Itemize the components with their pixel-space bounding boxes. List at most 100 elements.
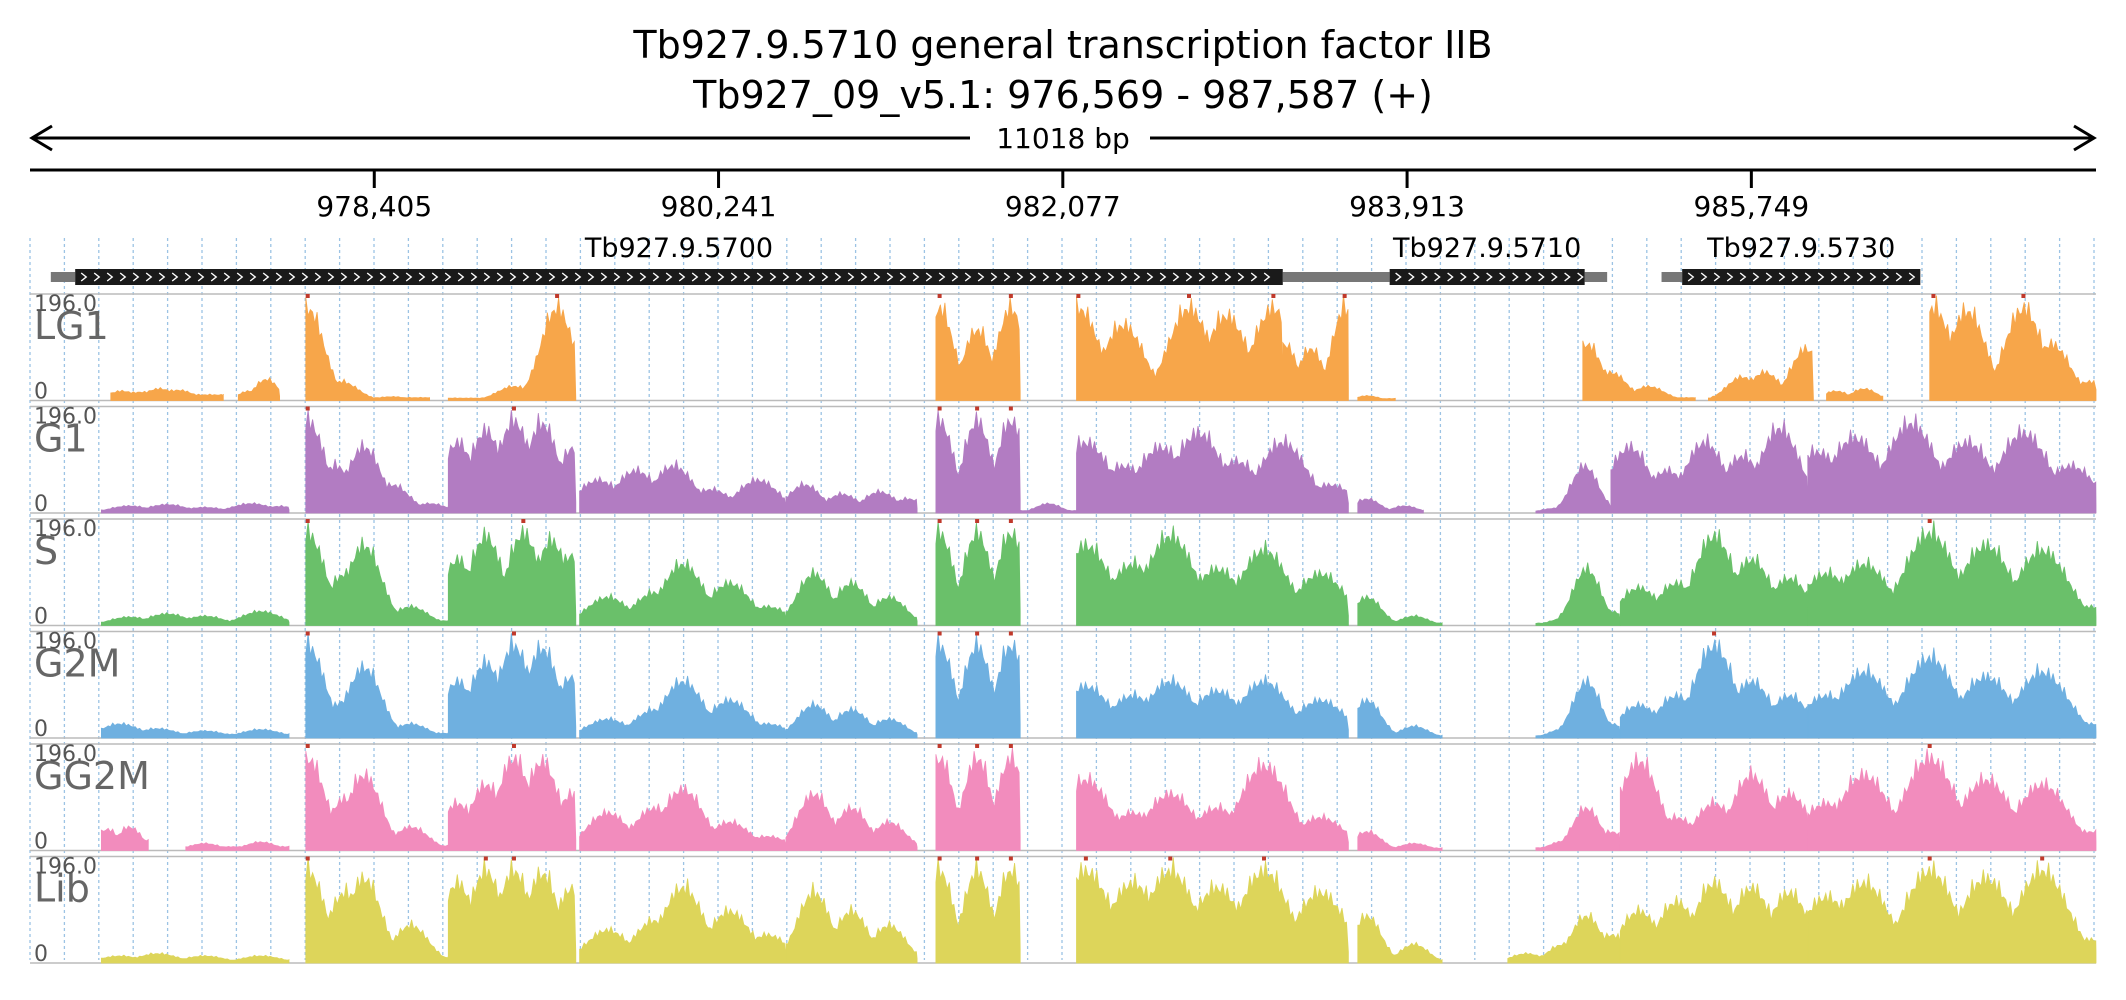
track-0-segment-9 xyxy=(1708,344,1814,401)
track-0-clip-marker-6-2 xyxy=(1342,294,1347,298)
track-0-clip-marker-5-0 xyxy=(1076,294,1081,298)
track-0-segment-1 xyxy=(237,376,280,401)
track-4-clip-marker-3-2 xyxy=(511,744,516,748)
track-3-clip-marker-9-2 xyxy=(1712,631,1717,636)
track-5-segment-6 xyxy=(1076,857,1349,964)
track-5-segment-1 xyxy=(305,857,449,964)
coverage-tracks: LG1196.00G1196.00S196.00G2M196.00GG2M196… xyxy=(30,292,2097,967)
gene-0-utr3 xyxy=(1282,272,1390,282)
track-3-segment-7 xyxy=(1357,696,1443,739)
track-ymin-label-4: 0 xyxy=(34,830,48,855)
track-3-segment-8 xyxy=(1535,675,1621,739)
gene-0-utr5 xyxy=(50,272,76,282)
track-5-segment-0 xyxy=(101,952,290,964)
track-0-clip-marker-5-4 xyxy=(1271,294,1276,298)
track-2-clip-marker-5-2 xyxy=(1008,519,1013,523)
track-1-segment-2 xyxy=(447,410,577,514)
track-4-segment-5 xyxy=(785,790,918,851)
track-3-segment-2 xyxy=(447,633,577,739)
track-4-segment-0 xyxy=(101,825,149,851)
gene-0-cds xyxy=(75,269,1283,285)
track-2-segment-7 xyxy=(1357,594,1443,626)
track-ymax-label-5: 196.0 xyxy=(34,855,97,880)
track-5-clip-marker-6-2 xyxy=(1168,856,1173,861)
track-0-clip-marker-5-2 xyxy=(1187,294,1192,298)
track-5-segment-5 xyxy=(935,857,1021,964)
track-1-segment-9 xyxy=(1535,462,1612,514)
gene-annotation-track: Tb927.9.5700 Tb927.9.5710 Tb927.9.5730 xyxy=(50,233,1921,285)
track-2-clip-marker-5-0 xyxy=(937,519,942,523)
track-3-segment-4 xyxy=(785,699,918,739)
track-1-segment-10 xyxy=(1610,419,1809,514)
track-5-clip-marker-5-2 xyxy=(1008,856,1013,861)
length-ruler: 11018 bp xyxy=(29,122,2097,155)
track-4-segment-10 xyxy=(1619,751,1809,851)
track-3-segment-5 xyxy=(935,633,1021,739)
track-ymax-label-4: 196.0 xyxy=(34,742,97,767)
track-5-clip-marker-2-2 xyxy=(511,856,516,861)
track-1-clip-marker-5-1 xyxy=(975,406,980,411)
track-1-segment-5 xyxy=(935,410,1021,514)
track-0-segment-6 xyxy=(1282,294,1349,401)
track-0-clip-marker-11-0 xyxy=(1931,294,1936,298)
track-ymax-label-1: 196.0 xyxy=(34,405,97,430)
track-2-clip-marker-10-2 xyxy=(1927,519,1932,523)
track-0-segment-0 xyxy=(110,387,224,401)
track-2-segment-5 xyxy=(935,521,1021,626)
track-ymin-label-3: 0 xyxy=(34,717,48,742)
track-5-segment-9 xyxy=(1619,875,1809,964)
gene-2-utr5 xyxy=(1661,272,1683,282)
track-2-segment-6 xyxy=(1076,525,1349,626)
track-ymin-label-0: 0 xyxy=(34,380,48,405)
track-2-clip-marker-1-0 xyxy=(305,519,310,523)
track-3-clip-marker-1-0 xyxy=(305,631,310,636)
track-2-segment-4 xyxy=(785,567,918,626)
gene-label-2: Tb927.9.5730 xyxy=(1706,233,1895,264)
gene-0: Tb927.9.5700 xyxy=(50,233,1390,285)
track-name-0: LG1 xyxy=(34,304,109,348)
track-1-segment-11 xyxy=(1807,413,2097,514)
track-0-segment-10 xyxy=(1826,387,1884,401)
track-3-segment-0 xyxy=(101,721,290,739)
gene-label-1: Tb927.9.5710 xyxy=(1392,233,1581,264)
track-0-segment-11 xyxy=(1929,295,2097,401)
track-ymin-label-1: 0 xyxy=(34,492,48,517)
track-4-clip-marker-6-2 xyxy=(1008,744,1013,748)
track-4-segment-7 xyxy=(1076,756,1349,851)
chart-title: Tb927.9.5710 general transcription facto… xyxy=(632,23,1492,67)
track-4-segment-4 xyxy=(579,784,787,851)
axis-tick-label-4: 985,749 xyxy=(1693,190,1809,223)
axis-tick-label-1: 980,241 xyxy=(661,190,777,223)
track-ymin-label-2: 0 xyxy=(34,605,48,630)
track-0-clip-marker-4-2 xyxy=(1008,294,1013,298)
track-name-2: S xyxy=(34,529,58,573)
track-4-segment-2 xyxy=(305,751,449,851)
track-5-segment-7 xyxy=(1357,912,1443,964)
track-3-segment-3 xyxy=(579,675,787,739)
track-0-segment-8 xyxy=(1582,340,1696,401)
track-0-segment-2 xyxy=(305,297,430,401)
coordinate-axis: 978,405 980,241 982,077 983,913 985,749 xyxy=(30,168,2096,223)
track-name-1: G1 xyxy=(34,417,88,461)
track-1-clip-marker-5-0 xyxy=(937,406,942,411)
track-5-segment-2 xyxy=(447,858,577,964)
track-1-clip-marker-1-0 xyxy=(305,406,310,411)
track-ymax-label-0: 196.0 xyxy=(34,292,97,317)
gene-1-cds xyxy=(1389,269,1585,285)
axis-tick-label-3: 983,913 xyxy=(1349,190,1465,223)
track-2-segment-2 xyxy=(447,525,577,626)
track-1-segment-6 xyxy=(1019,502,1077,514)
track-1-segment-4 xyxy=(785,480,918,514)
track-1-clip-marker-2-2 xyxy=(511,406,516,411)
track-4-clip-marker-2-0 xyxy=(305,744,310,748)
track-5-segment-8 xyxy=(1507,911,1621,964)
track-2-segment-9 xyxy=(1619,529,1809,626)
track-4-segment-1 xyxy=(185,840,290,851)
